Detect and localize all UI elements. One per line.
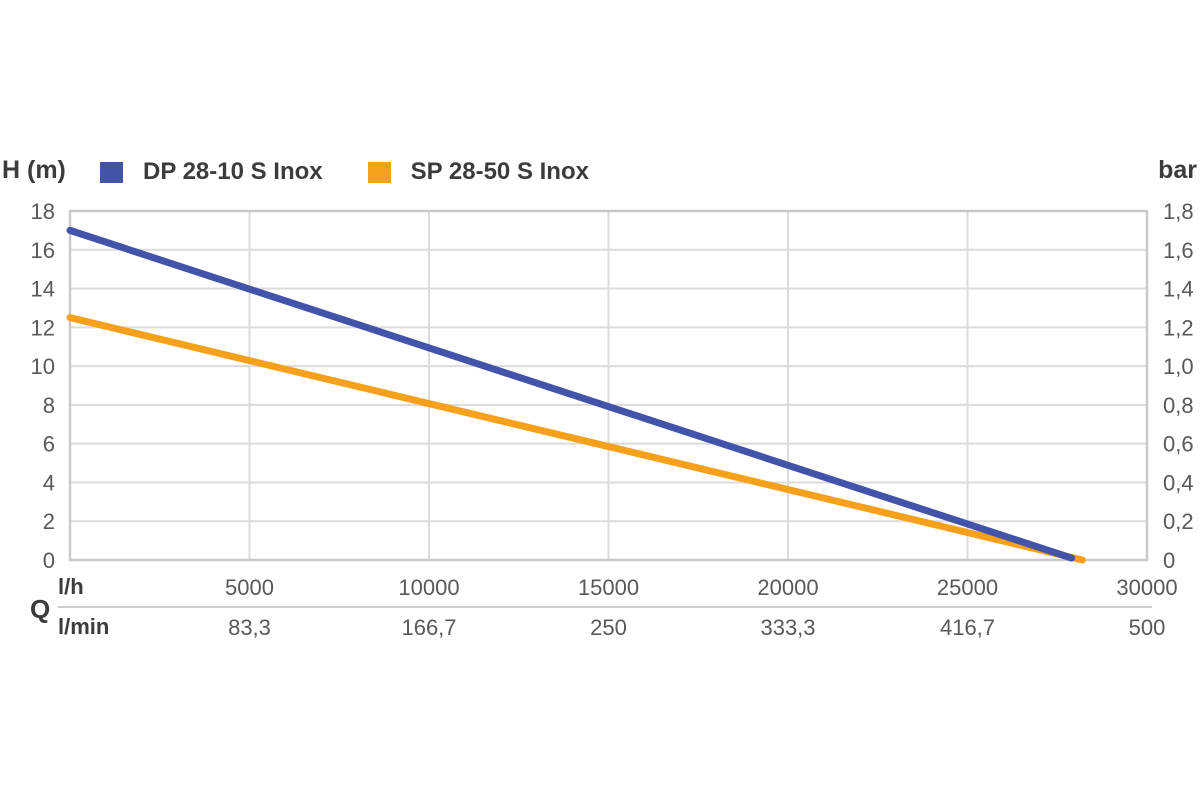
y-right-tick-label: 1,4 <box>1163 277 1194 302</box>
legend-swatch-icon <box>100 161 123 183</box>
x-tick-label-lmin: 416,7 <box>940 615 995 640</box>
y-right-tick-label: 1,2 <box>1163 315 1194 340</box>
y-right-tick-label: 0,4 <box>1163 470 1194 495</box>
x-tick-label-lh: 15000 <box>578 575 639 600</box>
x-axis-separator-line <box>58 606 1152 608</box>
y-left-tick-label: 18 <box>31 199 55 224</box>
y-right-tick-label: 0 <box>1163 548 1175 573</box>
left-axis-unit-label: H (m) <box>2 156 66 184</box>
x-tick-label-lh: 5000 <box>225 575 274 600</box>
y-left-tick-label: 0 <box>43 548 55 573</box>
chart-legend: DP 28-10 S Inox SP 28-50 S Inox <box>100 158 589 186</box>
y-right-tick-label: 1,6 <box>1163 238 1194 263</box>
legend-swatch-icon <box>367 161 391 183</box>
y-right-tick-label: 0,8 <box>1163 393 1194 418</box>
x-tick-label-lmin: 333,3 <box>760 615 815 640</box>
x-tick-label-lh: 10000 <box>398 575 459 600</box>
y-right-tick-label: 0,6 <box>1163 432 1194 457</box>
y-left-tick-label: 8 <box>43 393 55 418</box>
series-line-dp-28-10-s-inox <box>66 226 1076 562</box>
y-left-tick-label: 12 <box>31 315 55 340</box>
x-tick-label-lmin: 250 <box>590 615 627 640</box>
x-axis-primary-unit-label: l/h <box>58 574 84 599</box>
legend-label: SP 28-50 S Inox <box>410 158 589 185</box>
series-line-sp-28-50-s-inox <box>66 314 1086 564</box>
x-tick-label-lmin: 166,7 <box>401 615 456 640</box>
y-left-tick-label: 16 <box>31 238 55 263</box>
y-left-tick-label: 2 <box>43 509 55 534</box>
plot-border <box>68 209 1149 562</box>
legend-label: DP 28-10 S Inox <box>143 158 323 185</box>
y-left-tick-label: 14 <box>31 277 55 302</box>
x-tick-label-lh: 25000 <box>937 575 998 600</box>
x-axis-symbol-label: Q <box>30 594 51 624</box>
legend-item-dp-28-10-s-inox: DP 28-10 S Inox <box>100 158 323 186</box>
x-tick-label-lh: 30000 <box>1116 575 1177 600</box>
y-right-tick-label: 0,2 <box>1163 509 1194 534</box>
x-tick-label-lh: 20000 <box>757 575 818 600</box>
right-axis-unit-label: bar <box>1158 156 1197 184</box>
x-tick-label-lmin: 83,3 <box>228 615 271 640</box>
y-right-tick-label: 1,0 <box>1163 354 1194 379</box>
y-left-tick-label: 6 <box>43 432 55 457</box>
x-tick-label-lmin: 500 <box>1129 615 1166 640</box>
y-left-tick-label: 10 <box>31 354 55 379</box>
y-left-tick-label: 4 <box>43 470 55 495</box>
x-axis-secondary-unit-label: l/min <box>58 614 110 639</box>
y-right-tick-label: 1,8 <box>1163 199 1194 224</box>
legend-item-sp-28-50-s-inox: SP 28-50 S Inox <box>367 158 589 186</box>
